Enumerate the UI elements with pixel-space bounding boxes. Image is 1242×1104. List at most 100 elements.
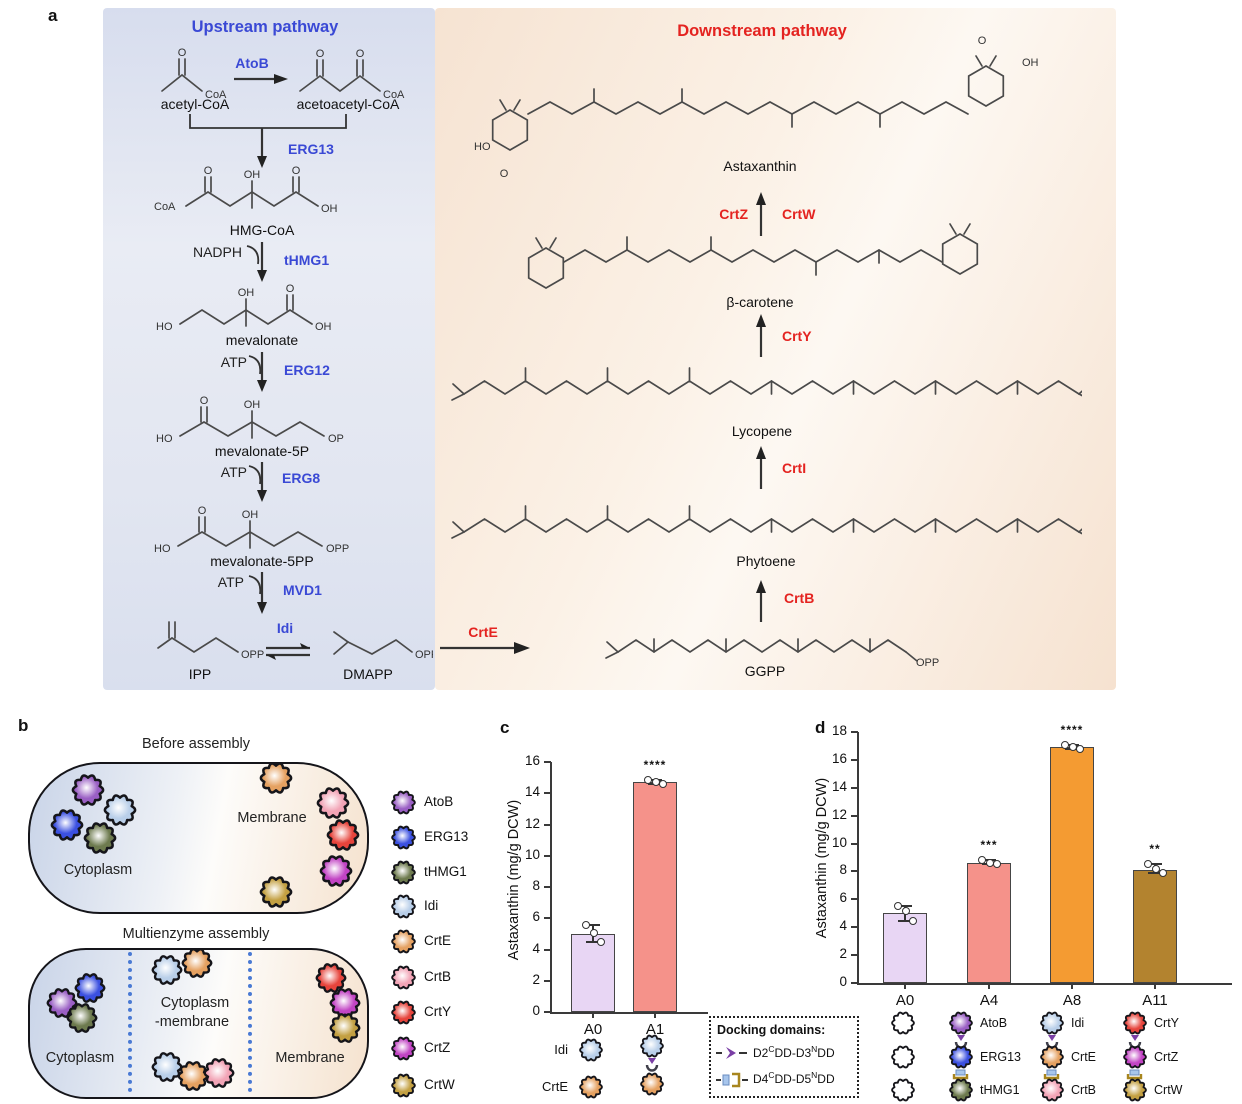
label-ggpp: GGPP: [744, 663, 786, 679]
data-point: [590, 929, 598, 938]
dock-text: DD-D5: [774, 1072, 812, 1086]
y-tick-mark: [851, 842, 858, 845]
significance-stars: ****: [1060, 722, 1084, 737]
label-mevalonate: mevalonate: [225, 332, 299, 348]
x-tick-mark: [1071, 983, 1073, 989]
atom-oh: OH: [315, 321, 332, 333]
atom-coa: CoA: [205, 89, 227, 101]
legend-label-thmg1: tHMG1: [424, 864, 467, 879]
y-tick-mark: [851, 731, 858, 733]
icon-label-crtw: CrtW: [1154, 1083, 1183, 1097]
icon-label-crtz: CrtZ: [1154, 1050, 1179, 1064]
dock-sup: C: [768, 1044, 775, 1054]
icon-blob-crty: [1122, 1010, 1148, 1041]
y-tick-label: 14: [831, 778, 847, 794]
docking-link-d4: [1129, 1069, 1140, 1076]
data-point: [993, 860, 1001, 869]
data-point: [659, 779, 667, 788]
enzyme-blob-idi: [102, 792, 138, 833]
cofactor-curve: [248, 355, 262, 375]
atom-coa: CoA: [383, 89, 405, 101]
atom-ho: HO: [154, 543, 171, 555]
upstream-panel-background: [103, 8, 435, 690]
y-tick-label: 12: [831, 806, 847, 822]
enzyme-crte-label: CrtE: [468, 624, 498, 640]
atom-o: O: [198, 505, 207, 517]
membrane-boundary-line: [248, 952, 252, 1092]
data-point: [909, 916, 917, 925]
legend-label-atob: AtoB: [424, 794, 454, 809]
y-tick-mark: [544, 1011, 551, 1013]
y-tick-label: 16: [831, 750, 847, 766]
bar-A4: [967, 863, 1011, 983]
atom-oh: OH: [244, 169, 261, 181]
y-tick-mark: [544, 886, 551, 888]
y-tick-label: 8: [532, 878, 540, 893]
x-tick-mark: [1154, 983, 1156, 989]
molecule-mevalonate-5pp: HO O OH OPP: [154, 505, 349, 555]
arrow-thmg1: [257, 242, 267, 282]
enzyme-blob-idi: [150, 1050, 184, 1089]
molecule-astaxanthin: HO O O OH: [474, 35, 1039, 180]
error-bar-cap: [586, 923, 600, 926]
y-tick-mark: [544, 979, 551, 982]
arrow-crti: [756, 446, 766, 489]
bar-A0: [883, 913, 927, 983]
enzyme-blob-idi: [150, 953, 184, 992]
data-point: [1159, 868, 1167, 877]
legend-label-crte: CrtE: [424, 933, 451, 948]
molecule-lycopene: [451, 367, 1082, 401]
atom-o: O: [292, 166, 301, 177]
legend-blob-erg13: [390, 824, 417, 856]
legend-blob-crte: [390, 928, 417, 960]
label-acetyl-coa: acetyl-CoA: [160, 96, 230, 112]
enzyme-blob-crtw: [328, 1011, 362, 1050]
y-tick-mark: [851, 758, 858, 761]
membrane-label: Membrane: [275, 1050, 345, 1066]
y-tick-mark: [851, 814, 858, 817]
bar-A8: [1050, 747, 1094, 983]
legend-blob-crty: [390, 999, 417, 1031]
arrow-mvd1: [257, 572, 267, 614]
icon-blob-crte-a0: [578, 1074, 604, 1104]
cytoplasm-label: Cytoplasm: [45, 1050, 115, 1066]
atom-oh: OH: [321, 203, 338, 215]
cytoplasm-membrane-label-1: Cytoplasm: [160, 995, 230, 1011]
y-tick-label: 4: [839, 918, 847, 934]
y-tick-label: 18: [831, 723, 847, 738]
multienzyme-assembly-title: Multienzyme assembly: [122, 926, 270, 942]
dock-text: D4: [753, 1072, 769, 1086]
docking-icon-d2-d3: [716, 1047, 747, 1059]
bar-A1: [633, 782, 677, 1012]
enzyme-crtb-label: CrtB: [784, 590, 815, 606]
molecule-acetyl-coa: O CoA: [161, 47, 227, 101]
label-lycopene: Lycopene: [731, 423, 793, 439]
docking-link-d5: [952, 1074, 969, 1080]
y-tick-label: 2: [839, 946, 847, 962]
cofactor-atp: ATP: [220, 464, 247, 480]
dock-text: DD-D3: [774, 1046, 812, 1060]
data-point: [978, 855, 986, 864]
legend-blob-atob: [390, 789, 417, 821]
enzyme-blob-crtz: [328, 986, 362, 1025]
membrane-boundary-line: [128, 952, 132, 1092]
atom-o: O: [178, 47, 187, 59]
label-ipp: IPP: [188, 666, 212, 682]
enzyme-blob-atob: [70, 772, 106, 813]
y-tick-label: 0: [532, 1003, 540, 1018]
enzyme-blob-crte: [176, 1059, 210, 1098]
enzyme-blob-crtz: [318, 853, 354, 894]
significance-stars: ****: [643, 757, 667, 772]
docking-link-d2-d3: [645, 1058, 659, 1072]
legend-label-idi: Idi: [424, 898, 439, 913]
icon-blob-empty: [890, 1077, 916, 1104]
error-bar-cap: [1148, 863, 1162, 866]
legend-label-crtb: CrtB: [424, 969, 451, 984]
panel-a-letter: a: [48, 6, 58, 25]
atom-o: O: [500, 168, 509, 180]
arrow-crte: [440, 642, 530, 654]
label-mevalonate-5pp: mevalonate-5PP: [210, 553, 314, 569]
icon-blob-empty: [890, 1010, 916, 1041]
atom-ho: HO: [156, 321, 173, 333]
